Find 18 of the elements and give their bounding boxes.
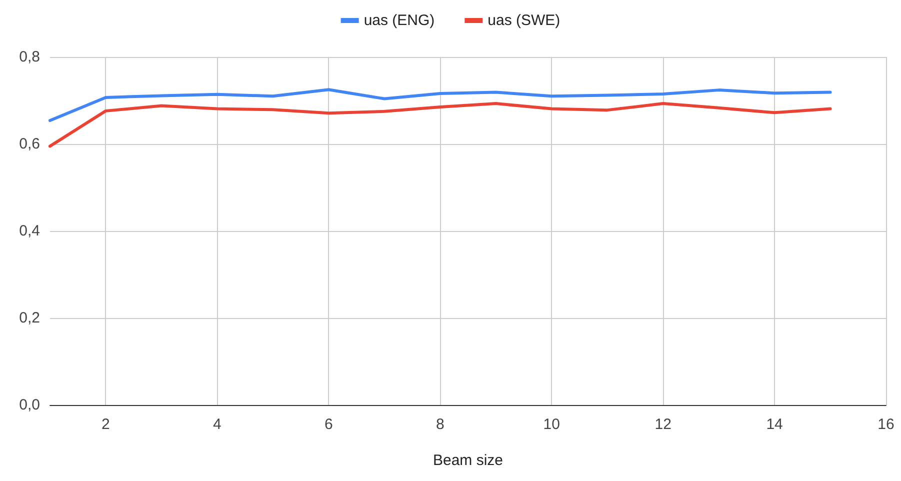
- legend-label: uas (SWE): [488, 12, 560, 29]
- x-tick-label: 14: [766, 416, 783, 433]
- line-series: [48, 88, 832, 122]
- y-tick-label: 0,2: [19, 310, 40, 326]
- x-tick-label: 8: [436, 416, 444, 433]
- x-tick-label: 6: [324, 416, 333, 433]
- x-axis-title: Beam size: [432, 452, 504, 469]
- x-tick-label: 4: [213, 416, 222, 433]
- y-tick-label: 0,4: [19, 222, 40, 240]
- legend-label: uas (ENG): [364, 12, 435, 29]
- x-tick-label: 16: [878, 416, 894, 433]
- x-tick-label: 12: [654, 416, 672, 433]
- y-tick-label: 0,8: [19, 48, 40, 66]
- y-tick-label: 0,0: [19, 396, 40, 414]
- x-tick-label: 10: [543, 416, 560, 433]
- x-tick-label: 2: [102, 416, 110, 433]
- line-series: [48, 102, 832, 148]
- y-tick-label: 0,6: [19, 136, 40, 152]
